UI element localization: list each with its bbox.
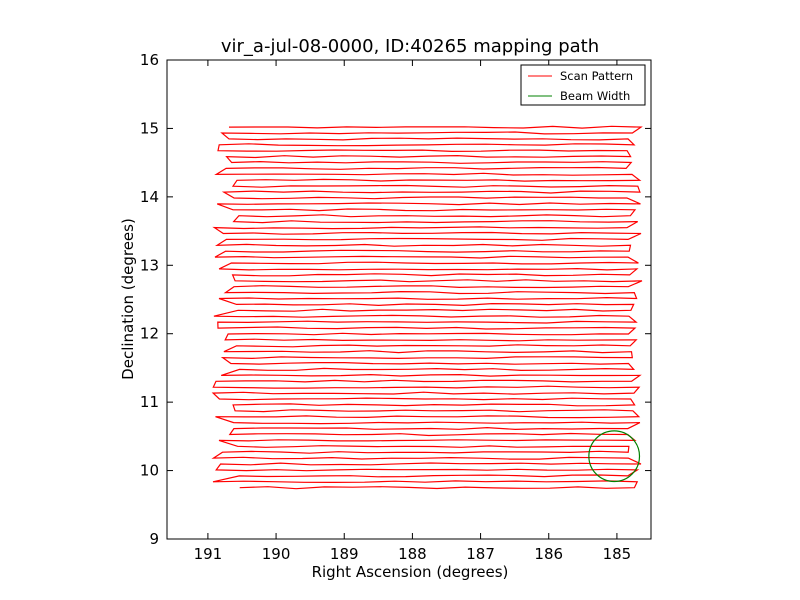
legend-box — [520, 64, 646, 106]
legend-label-scan-pattern: Scan Pattern — [560, 69, 633, 83]
x-axis-label: Right Ascension (degrees) — [312, 563, 509, 581]
scan-pattern-line — [211, 125, 643, 490]
x-tick-label: 186 — [534, 545, 563, 563]
x-tick-label: 187 — [466, 545, 495, 563]
x-tick-label: 189 — [330, 545, 359, 563]
y-axis-ticks: 9 10 11 12 13 14 15 16 — [140, 51, 651, 548]
legend: Scan Pattern Beam Width — [520, 64, 646, 106]
x-axis-ticks: 191 190 189 188 187 186 185 — [194, 60, 632, 563]
x-tick-label: 188 — [398, 545, 427, 563]
y-axis-label: Declination (degrees) — [119, 218, 137, 380]
y-tick-label: 12 — [140, 325, 159, 343]
y-tick-label: 10 — [140, 462, 159, 480]
x-tick-label: 190 — [262, 545, 291, 563]
plot-frame — [166, 59, 652, 540]
series-layer — [211, 125, 643, 490]
x-tick-label: 185 — [603, 545, 632, 563]
y-tick-label: 9 — [149, 530, 159, 548]
y-tick-label: 11 — [140, 393, 159, 411]
legend-label-beam-width: Beam Width — [560, 89, 630, 103]
y-tick-label: 14 — [140, 188, 159, 206]
y-tick-label: 13 — [140, 256, 159, 274]
y-tick-label: 15 — [140, 119, 159, 137]
plot-area — [211, 125, 643, 490]
chart-title: vir_a-jul-08-0000, ID:40265 mapping path — [221, 36, 599, 57]
x-tick-label: 191 — [194, 545, 223, 563]
y-tick-label: 16 — [140, 51, 159, 69]
beam-width-circle — [588, 430, 641, 483]
